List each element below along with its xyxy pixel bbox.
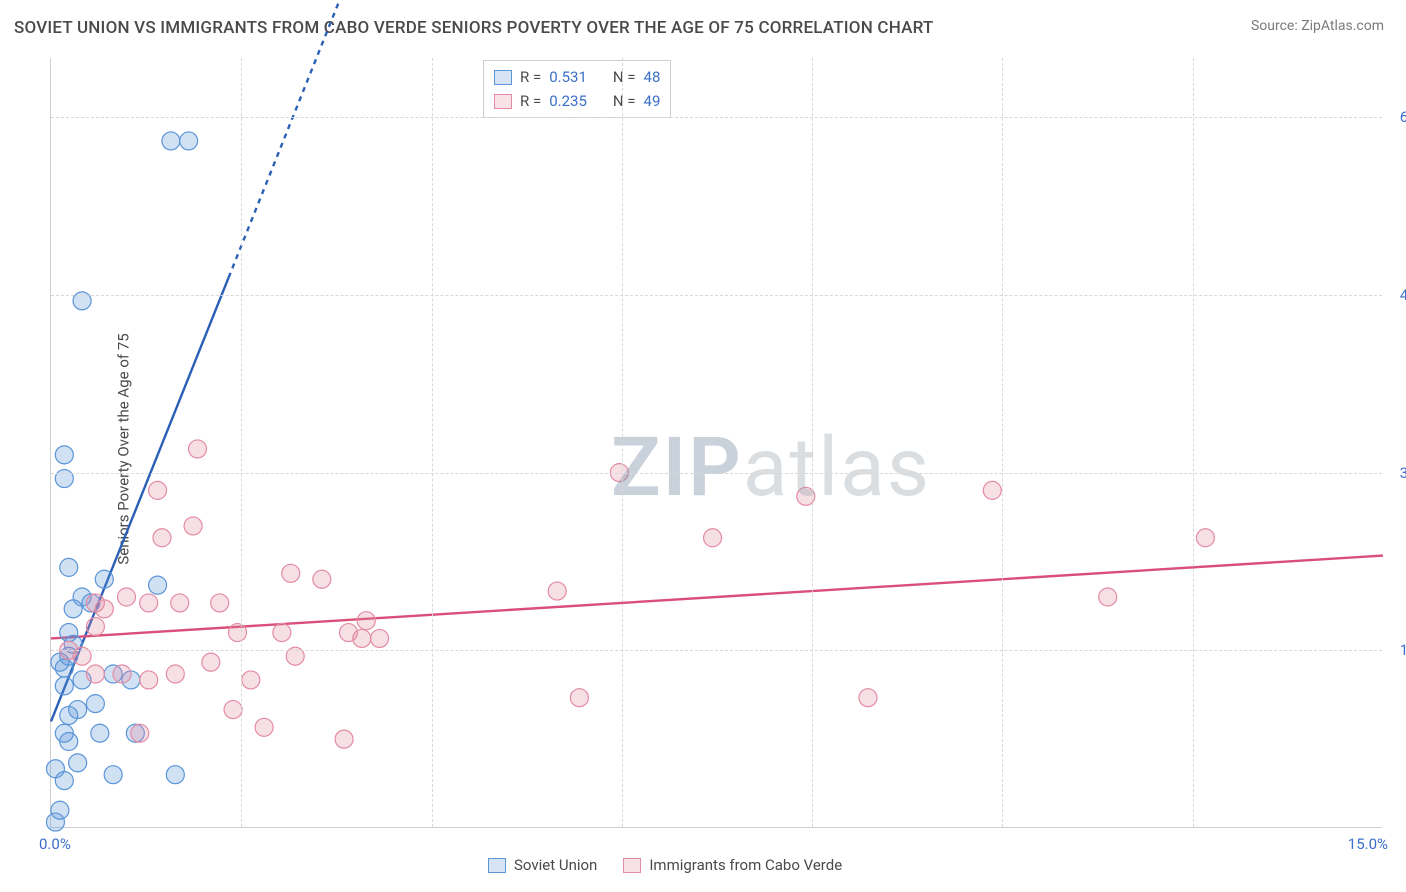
stat-r-label: R =	[520, 68, 541, 86]
x-tick-min: 0.0%	[39, 835, 71, 853]
plot-area: ZIPatlas R =0.531N =48R =0.235N =49 0.0%…	[50, 58, 1382, 828]
gridline-v	[241, 58, 242, 827]
stats-row: R = 0.531 N = 48	[494, 65, 660, 89]
y-tick-label: 15.0%	[1388, 641, 1406, 659]
stat-r-label: R =	[520, 92, 541, 110]
stat-r-value: 0.531	[549, 68, 587, 86]
chart-title: SOVIET UNION VS IMMIGRANTS FROM CABO VER…	[14, 18, 933, 38]
gridline-h	[51, 473, 1382, 474]
stat-n-label: N =	[613, 92, 636, 110]
gridline-h	[51, 650, 1382, 651]
stat-n-label: N =	[613, 68, 636, 86]
stats-legend: R = 0.531 N = 48 R = 0.235 N = 49	[483, 60, 671, 118]
gridline-v	[622, 58, 623, 827]
legend-item: Immigrants from Cabo Verde	[623, 856, 842, 874]
series-legend: Soviet Union Immigrants from Cabo Verde	[488, 856, 842, 874]
y-tick-label: 60.0%	[1388, 108, 1406, 126]
swatch-icon	[623, 858, 641, 873]
gridline-h	[51, 117, 1382, 118]
y-tick-label: 45.0%	[1388, 286, 1406, 304]
legend-item: Soviet Union	[488, 856, 597, 874]
gridline-h	[51, 295, 1382, 296]
gridline-v	[812, 58, 813, 827]
stat-n-value: 48	[644, 68, 661, 86]
legend-label: Soviet Union	[514, 856, 597, 874]
chart-svg	[51, 58, 1382, 827]
gridline-v	[432, 58, 433, 827]
source-label: Source: ZipAtlas.com	[1251, 18, 1384, 34]
stat-r-value: 0.235	[549, 92, 587, 110]
swatch-icon	[488, 858, 506, 873]
swatch-icon	[494, 94, 512, 109]
legend-label: Immigrants from Cabo Verde	[649, 856, 842, 874]
x-tick-max: 15.0%	[1348, 835, 1388, 853]
gridline-v	[1002, 58, 1003, 827]
swatch-icon	[494, 70, 512, 85]
y-tick-label: 30.0%	[1388, 464, 1406, 482]
gridline-v	[1193, 58, 1194, 827]
stats-row: R = 0.235 N = 49	[494, 89, 660, 113]
stat-n-value: 49	[644, 92, 661, 110]
